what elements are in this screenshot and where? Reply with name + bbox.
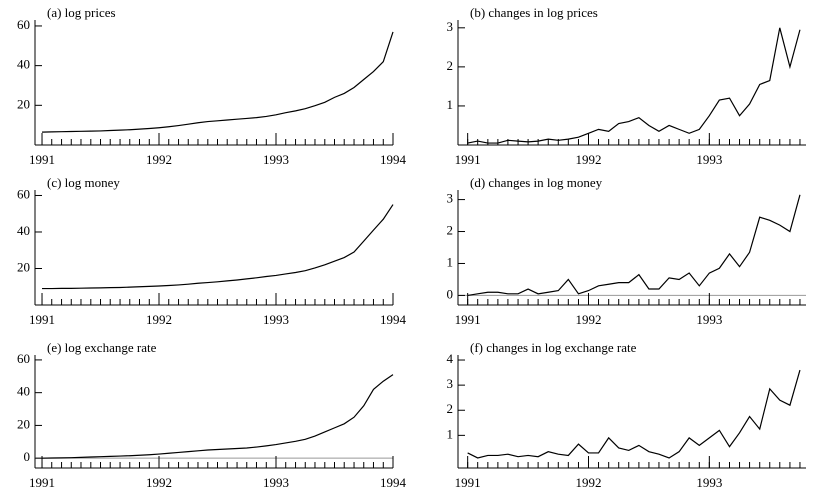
- x-tick-label: 1992: [146, 152, 172, 167]
- x-tick-label: 1992: [576, 152, 602, 167]
- x-tick-label: 1991: [29, 152, 55, 167]
- series-line: [467, 27, 801, 144]
- x-tick-label: 1993: [696, 152, 722, 167]
- y-tick-label: 1: [447, 254, 454, 269]
- y-tick-label: 20: [17, 96, 30, 111]
- x-tick-label: 1993: [263, 475, 289, 490]
- y-tick-label: 3: [447, 191, 454, 206]
- x-tick-label: 1994: [380, 152, 407, 167]
- y-tick-label: 1: [447, 97, 454, 112]
- y-tick-label: 60: [17, 351, 30, 366]
- y-tick-label: 1: [447, 426, 454, 441]
- x-tick-label: 1993: [696, 312, 722, 327]
- y-tick-label: 0: [447, 286, 454, 301]
- x-tick-label: 1992: [576, 312, 602, 327]
- x-tick-label: 1991: [455, 312, 481, 327]
- panel-title: (f) changes in log exchange rate: [470, 340, 637, 355]
- y-tick-label: 3: [447, 376, 454, 391]
- series-line: [467, 369, 801, 459]
- panel-title: (a) log prices: [47, 5, 116, 20]
- x-tick-label: 1993: [263, 152, 289, 167]
- series-line: [467, 194, 801, 297]
- x-tick-label: 1991: [29, 475, 55, 490]
- x-tick-label: 1994: [380, 312, 407, 327]
- series-line: [42, 204, 394, 290]
- x-tick-label: 1993: [696, 475, 722, 490]
- y-tick-label: 20: [17, 416, 30, 431]
- y-tick-label: 20: [17, 259, 30, 274]
- panel-title: (b) changes in log prices: [470, 5, 598, 20]
- y-tick-label: 60: [17, 186, 30, 201]
- series-line: [42, 374, 394, 459]
- x-tick-label: 1991: [455, 152, 481, 167]
- series-line: [42, 31, 394, 133]
- x-tick-label: 1992: [146, 475, 172, 490]
- x-tick-label: 1993: [263, 312, 289, 327]
- y-tick-label: 3: [447, 19, 454, 34]
- y-tick-label: 4: [447, 351, 454, 366]
- y-tick-label: 60: [17, 17, 30, 32]
- y-tick-label: 40: [17, 384, 30, 399]
- y-tick-label: 2: [447, 223, 454, 238]
- panel-title: (e) log exchange rate: [47, 340, 157, 355]
- panel-title: (d) changes in log money: [470, 175, 603, 190]
- y-tick-label: 0: [24, 449, 31, 464]
- y-tick-label: 40: [17, 57, 30, 72]
- y-tick-label: 2: [447, 58, 454, 73]
- panel-title: (c) log money: [47, 175, 120, 190]
- x-tick-label: 1991: [29, 312, 55, 327]
- y-tick-label: 40: [17, 223, 30, 238]
- x-tick-label: 1994: [380, 475, 407, 490]
- x-tick-label: 1992: [146, 312, 172, 327]
- x-tick-label: 1991: [455, 475, 481, 490]
- y-tick-label: 2: [447, 401, 454, 416]
- x-tick-label: 1992: [576, 475, 602, 490]
